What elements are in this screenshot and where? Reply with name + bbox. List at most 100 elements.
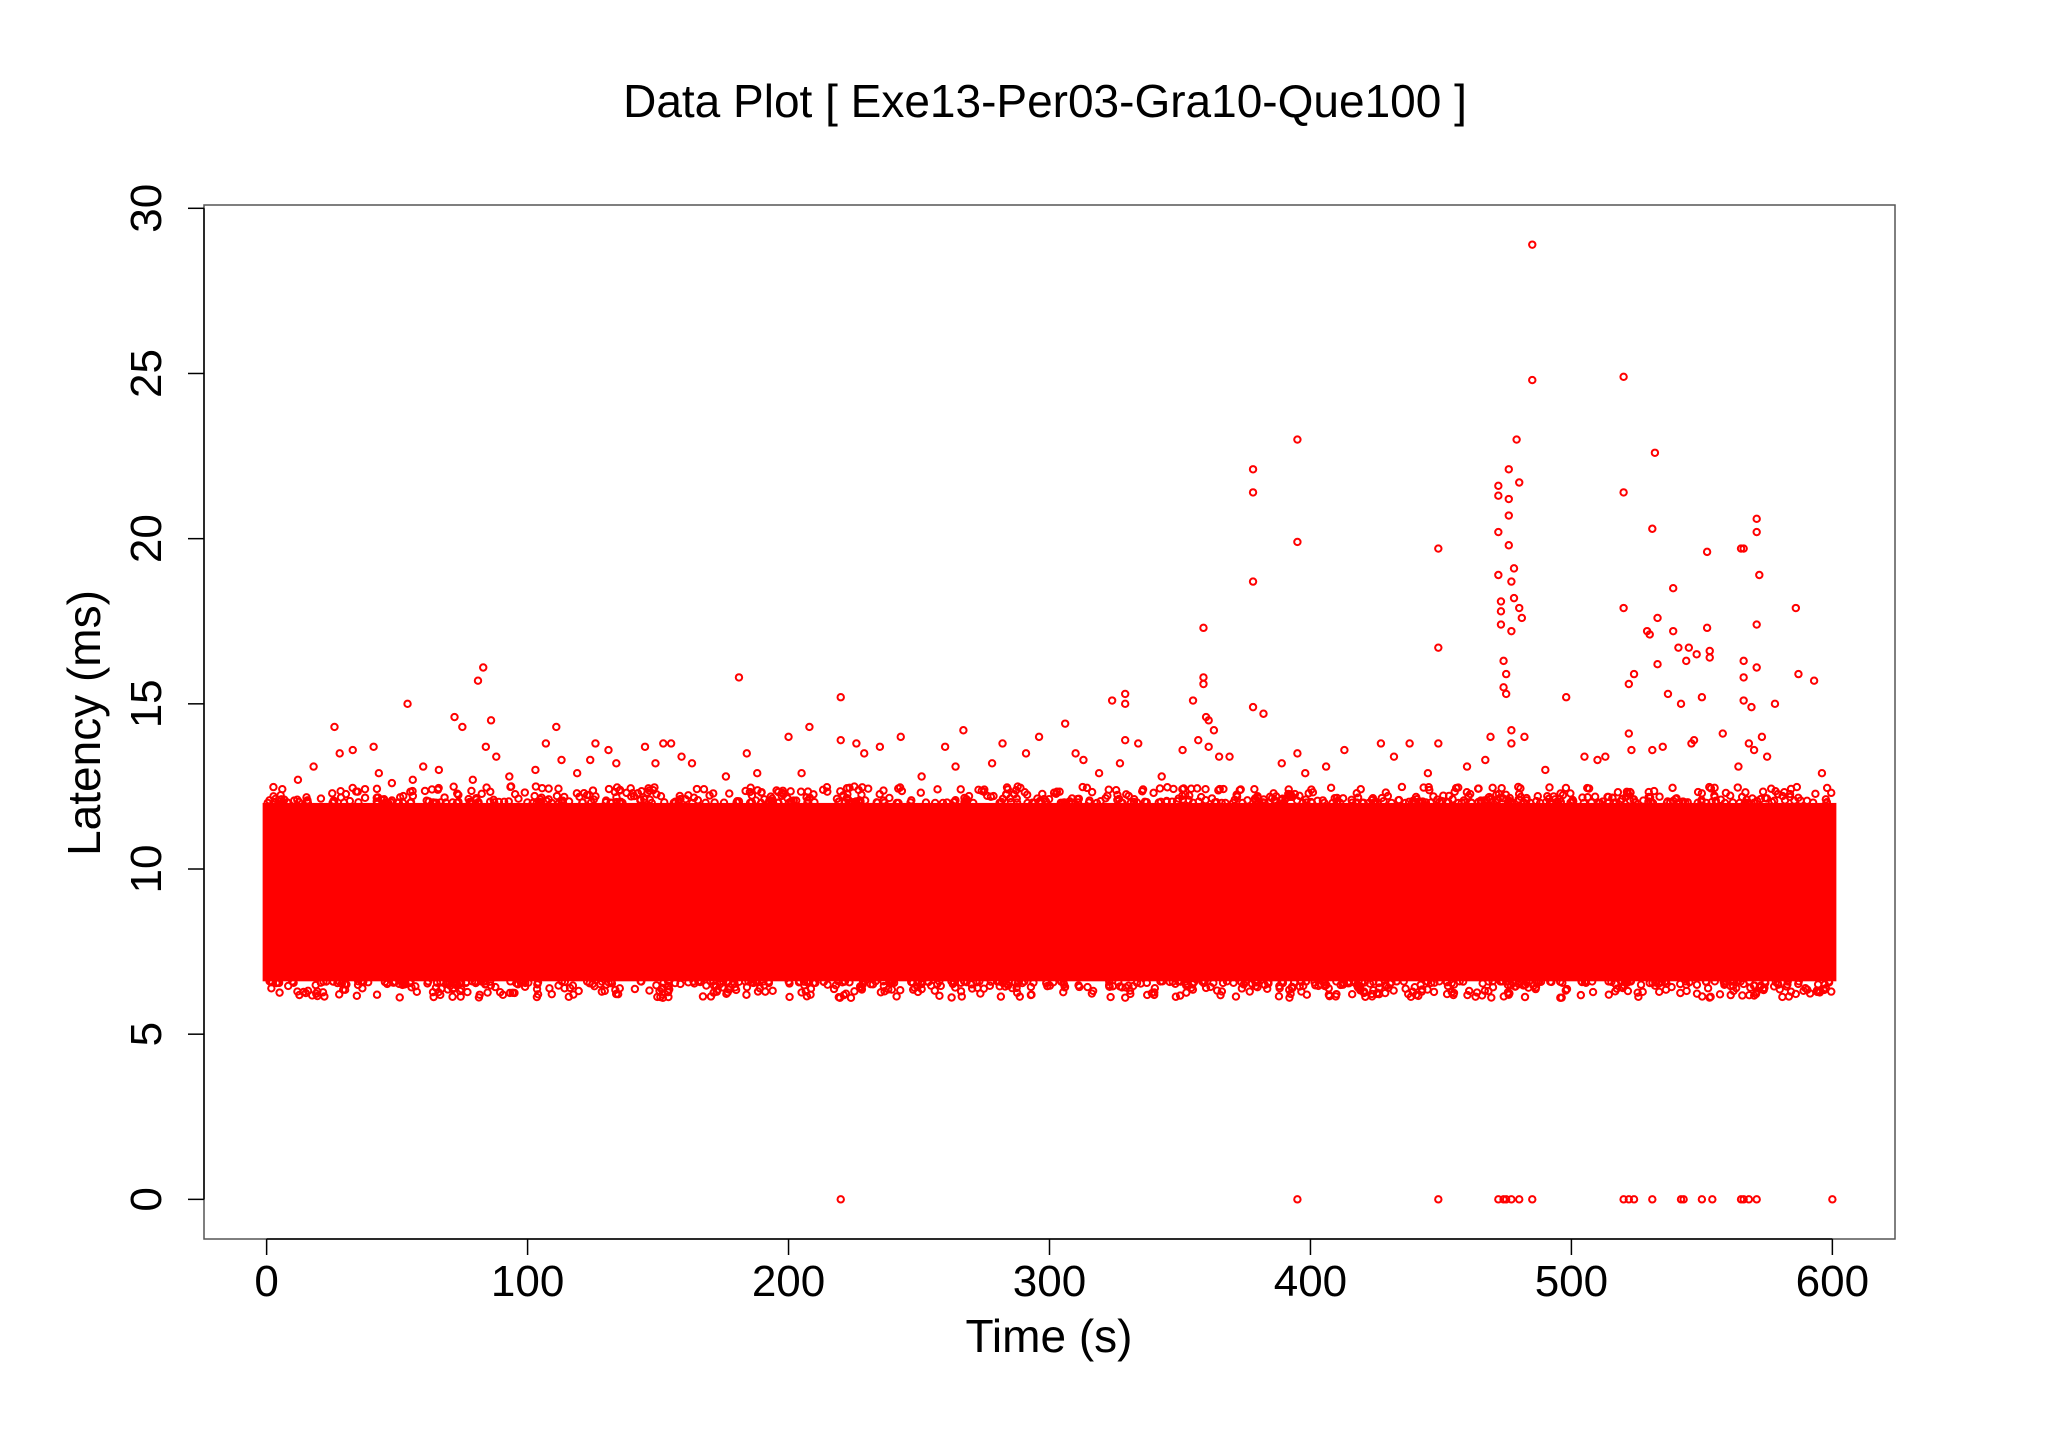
- outlier-point: [1079, 755, 1088, 765]
- band-edge-point: [353, 977, 363, 986]
- band-edge-point: [829, 984, 839, 994]
- band-edge-point: [1524, 977, 1534, 986]
- band-edge-point: [1636, 980, 1646, 989]
- band-edge-point: [1458, 977, 1468, 986]
- band-edge-point: [930, 798, 940, 808]
- outlier-point: [1515, 603, 1524, 613]
- band-edge-point: [1126, 989, 1135, 999]
- band-edge-point: [1590, 792, 1600, 801]
- outlier-point: [1423, 769, 1433, 778]
- band-edge-point: [1314, 981, 1323, 991]
- band-edge-point: [702, 981, 711, 990]
- band-edge-point: [1389, 986, 1398, 995]
- band-edge-point: [519, 977, 528, 986]
- band-edge-point: [1433, 795, 1442, 804]
- band-edge-point: [1096, 797, 1105, 806]
- band-edge-point: [1515, 977, 1524, 987]
- band-edge-point: [1535, 798, 1545, 808]
- band-edge-point: [1733, 783, 1742, 792]
- band-edge-point: [1726, 990, 1735, 1000]
- band-edge-point: [1721, 977, 1731, 986]
- band-edge-point: [586, 798, 596, 807]
- band-edge-point: [284, 981, 293, 991]
- band-edge-point: [607, 798, 617, 808]
- band-edge-point: [1748, 794, 1757, 803]
- band-edge-point: [1613, 788, 1623, 797]
- outlier-point: [1507, 739, 1516, 748]
- band-edge-point: [1796, 796, 1805, 805]
- outlier-point: [479, 663, 488, 672]
- band-edge-point: [801, 987, 810, 996]
- band-edge-point: [360, 793, 370, 802]
- band-edge-point: [1629, 795, 1638, 804]
- band-edge-point: [336, 786, 345, 796]
- band-edge-point: [1013, 782, 1022, 791]
- band-edge-point: [1245, 987, 1254, 996]
- outlier-point: [1689, 735, 1699, 745]
- band-edge-point: [1318, 796, 1328, 805]
- band-edge-point: [1822, 783, 1832, 793]
- band-edge-point: [1379, 796, 1388, 806]
- outlier-point: [1817, 769, 1827, 778]
- outlier-point: [1624, 679, 1634, 689]
- band-edge-point: [885, 793, 894, 803]
- outlier-point: [552, 722, 561, 732]
- outlier-point: [1499, 656, 1508, 666]
- band-edge-point: [339, 798, 349, 807]
- band-edge-point: [294, 797, 304, 807]
- band-edge-point: [1231, 992, 1241, 1001]
- outlier-point: [1791, 603, 1801, 613]
- outlier-point: [1809, 676, 1819, 685]
- zero-latency-point: [1515, 1195, 1524, 1204]
- band-edge-point: [506, 782, 516, 791]
- band-edge-point: [1229, 978, 1238, 987]
- band-edge-point: [879, 786, 888, 795]
- x-tick-label: 600: [1796, 1257, 1869, 1306]
- band-edge-point: [1426, 978, 1436, 988]
- band-edge-point: [789, 796, 798, 805]
- outlier-point: [836, 735, 845, 745]
- band-edge-point: [1644, 787, 1653, 797]
- band-edge-point: [532, 992, 542, 1002]
- outlier-point: [1293, 537, 1302, 547]
- zero-latency-point: [836, 1195, 845, 1204]
- band-edge-point: [1514, 795, 1523, 804]
- band-edge-point: [1710, 783, 1719, 793]
- band-edge-point: [1356, 785, 1365, 794]
- band-edge-point: [1140, 797, 1150, 806]
- outlier-point: [1248, 488, 1258, 497]
- band-edge-point: [1692, 989, 1702, 998]
- band-edge-point: [316, 794, 326, 803]
- band-edge-point: [1287, 982, 1297, 992]
- band-edge-point: [1250, 794, 1260, 804]
- band-edge-point: [1827, 788, 1836, 798]
- outlier-point: [1504, 541, 1513, 550]
- band-edge-point: [1822, 798, 1831, 808]
- band-edge-point: [1451, 783, 1461, 793]
- band-edge-point: [1105, 977, 1114, 986]
- band-edge-point: [329, 977, 338, 986]
- band-edge-point: [1623, 986, 1633, 996]
- band-edge-point: [1301, 977, 1311, 986]
- outlier-point: [1259, 709, 1268, 718]
- band-edge-point: [636, 796, 645, 805]
- band-edge-point: [1196, 792, 1206, 802]
- band-edge-point: [1258, 798, 1267, 807]
- outlier-point: [1486, 732, 1495, 742]
- outlier-point: [1115, 759, 1125, 768]
- band-edge-point: [578, 798, 587, 807]
- band-edge-point: [921, 798, 931, 807]
- band-edge-point: [1633, 988, 1642, 997]
- band-edge-point: [669, 798, 679, 807]
- band-edge-point: [1394, 796, 1403, 805]
- band-edge-point: [1720, 798, 1730, 808]
- band-edge-point: [1741, 788, 1750, 797]
- band-edge-point: [477, 789, 486, 799]
- band-edge-point: [479, 977, 488, 986]
- band-edge-point: [1511, 982, 1520, 991]
- band-edge-point: [474, 993, 484, 1002]
- outlier-point: [940, 742, 950, 751]
- band-edge-point: [1042, 979, 1051, 988]
- band-edge-point: [719, 798, 729, 807]
- band-edge-point: [1279, 798, 1289, 808]
